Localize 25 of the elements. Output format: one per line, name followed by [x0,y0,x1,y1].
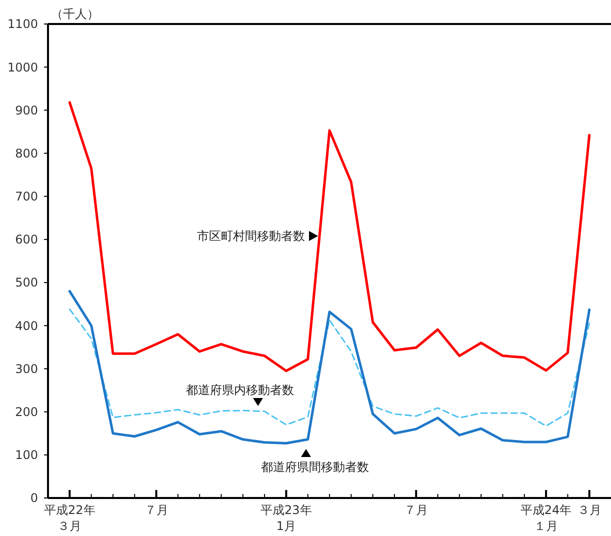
x-tick-label: 平成22年３月 [43,502,96,534]
y-tick-label: 700 [15,190,38,204]
line-series [68,101,591,372]
y-tick-label: 400 [15,318,38,333]
y-tick-label: 500 [15,276,38,290]
y-tick-label: 1000 [7,60,38,74]
y-tick-label: 0 [30,491,38,506]
y-tick-label: 600 [15,232,38,247]
y-tick-label: 800 [15,146,38,160]
x-tick-label: 平成24年１月 [519,502,573,534]
line-series [68,308,590,427]
y-axis-title: （千人） [51,7,99,21]
y-tick-label: 1100 [7,17,38,32]
line-series [68,290,591,445]
y-tick-label: 200 [15,405,38,420]
series-label: 都道府県間移動者数 [261,460,369,474]
series-label: 市区町村間移動者数 [197,229,305,243]
y-tick-label: 300 [15,362,38,376]
series-label: 都道府県内移動者数 [186,383,294,397]
x-tick-label: ７月 [143,502,170,518]
x-tick-label: ３月 [577,503,602,517]
x-tick-label: 平成23年1月 [260,502,313,534]
y-tick-label: 900 [15,103,38,118]
x-tick-label: ７月 [403,502,430,518]
y-tick-label: 100 [15,448,38,462]
